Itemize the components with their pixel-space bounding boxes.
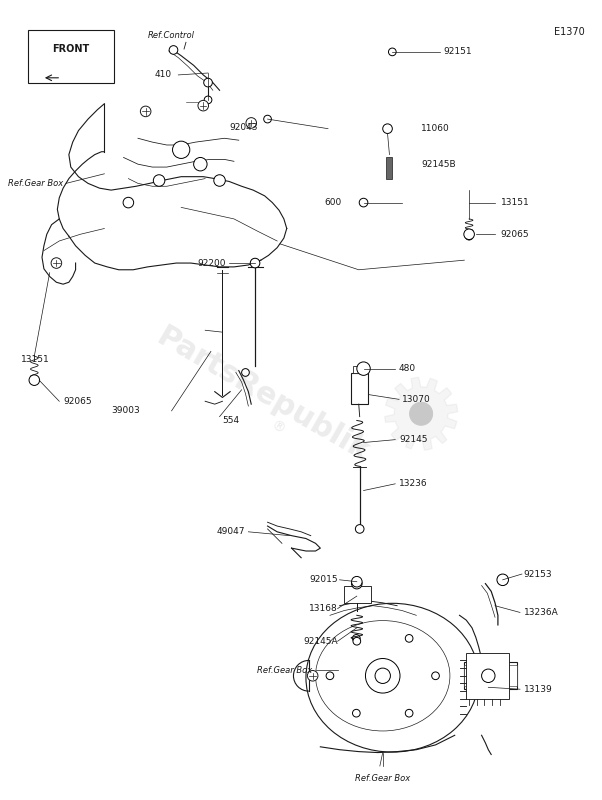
Circle shape [214, 174, 225, 186]
Circle shape [464, 229, 474, 239]
Text: 92151: 92151 [443, 47, 472, 56]
Text: 92200: 92200 [198, 258, 226, 267]
Circle shape [409, 402, 433, 426]
Circle shape [383, 124, 393, 134]
Text: Ref.Control: Ref.Control [148, 31, 195, 40]
Circle shape [194, 158, 207, 171]
Circle shape [173, 141, 190, 158]
Text: 600: 600 [324, 198, 341, 207]
Text: Ref.Gear Box: Ref.Gear Box [258, 666, 312, 674]
Text: 92145A: 92145A [303, 637, 338, 646]
Ellipse shape [306, 603, 479, 752]
Circle shape [29, 375, 40, 386]
Circle shape [326, 672, 334, 680]
Circle shape [482, 669, 495, 682]
Circle shape [250, 258, 260, 268]
Circle shape [353, 634, 360, 642]
Circle shape [203, 78, 213, 87]
Circle shape [123, 198, 134, 208]
Circle shape [353, 710, 360, 717]
FancyBboxPatch shape [28, 30, 114, 82]
Text: 39003: 39003 [111, 406, 140, 415]
Text: 92015: 92015 [309, 575, 338, 584]
Circle shape [308, 670, 318, 681]
Circle shape [375, 668, 391, 683]
Text: Ref.Gear Box: Ref.Gear Box [355, 774, 411, 782]
Circle shape [353, 638, 361, 645]
Circle shape [497, 574, 508, 585]
Text: E1370: E1370 [554, 27, 585, 37]
Text: 92153: 92153 [524, 570, 553, 578]
Text: 554: 554 [222, 416, 240, 425]
Circle shape [51, 258, 61, 268]
Text: 92065: 92065 [501, 230, 529, 238]
Circle shape [241, 369, 249, 376]
Circle shape [405, 634, 413, 642]
Bar [464, 662, 517, 690]
Circle shape [31, 376, 38, 384]
Circle shape [355, 582, 359, 586]
Text: 13236: 13236 [399, 479, 427, 488]
Text: 13151: 13151 [501, 198, 530, 207]
Circle shape [352, 577, 362, 587]
Text: 410: 410 [155, 70, 172, 79]
Polygon shape [385, 378, 458, 450]
Text: 13070: 13070 [402, 395, 430, 404]
Text: 480: 480 [399, 364, 416, 373]
Circle shape [465, 232, 473, 240]
Circle shape [352, 578, 362, 589]
Circle shape [264, 115, 272, 123]
Text: 92043: 92043 [229, 123, 258, 132]
Circle shape [169, 46, 178, 54]
Text: 13139: 13139 [524, 685, 553, 694]
Circle shape [246, 118, 256, 128]
Circle shape [388, 48, 396, 56]
Bar [344, 586, 371, 603]
Text: ®: ® [268, 418, 287, 438]
Text: 92145B: 92145B [421, 160, 456, 169]
Text: Ref.Gear Box: Ref.Gear Box [8, 179, 63, 188]
Circle shape [140, 106, 151, 117]
Bar [351, 374, 368, 404]
Circle shape [359, 198, 368, 207]
Text: 13168: 13168 [309, 604, 338, 613]
Text: 11060: 11060 [421, 124, 450, 133]
Circle shape [357, 362, 370, 375]
Bar [464, 666, 517, 686]
Text: 13151: 13151 [21, 354, 49, 363]
Circle shape [154, 174, 165, 186]
Circle shape [198, 100, 208, 111]
Bar [466, 653, 509, 699]
Circle shape [497, 574, 509, 586]
Bar [386, 158, 393, 178]
Text: 92145: 92145 [399, 435, 427, 444]
Text: 13236A: 13236A [524, 608, 559, 617]
Circle shape [432, 672, 439, 680]
Circle shape [405, 710, 413, 717]
Text: FRONT: FRONT [52, 43, 90, 54]
Text: 92065: 92065 [63, 397, 92, 406]
Ellipse shape [315, 621, 450, 731]
Circle shape [365, 658, 400, 693]
Bar [353, 366, 367, 374]
Circle shape [204, 96, 212, 104]
Circle shape [251, 258, 259, 267]
Text: 49047: 49047 [217, 527, 246, 536]
Circle shape [355, 525, 364, 534]
Text: PartsRepublik: PartsRepublik [152, 322, 374, 467]
